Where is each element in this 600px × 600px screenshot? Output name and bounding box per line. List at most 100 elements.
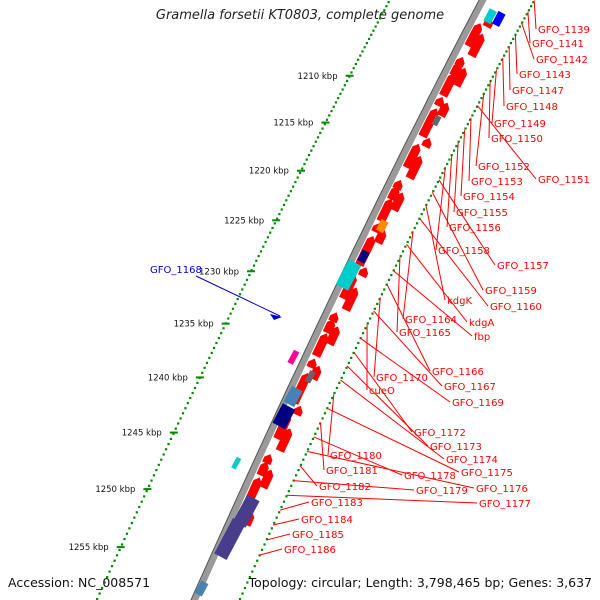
leader-line — [393, 270, 473, 337]
scale-tick — [471, 114, 474, 117]
cds-arrow — [421, 137, 432, 149]
cds-arrow — [452, 67, 468, 88]
scale-tick — [401, 250, 405, 253]
scale-tick — [179, 417, 182, 420]
scale-tick — [365, 42, 368, 45]
gene-label: kdgA — [469, 318, 494, 329]
gene-label: GFO_1147 — [512, 86, 564, 97]
cds-arrow — [262, 454, 273, 466]
gene-label: GFO_1143 — [519, 70, 571, 81]
scale-label: 1250 kbp — [95, 485, 135, 495]
gene-label: GFO_1184 — [301, 515, 353, 526]
cds-arrow — [373, 229, 387, 245]
scale-tick — [174, 427, 177, 430]
cds-arrow — [275, 428, 293, 453]
gene-label: GFO_1172 — [414, 428, 466, 439]
scale-tick — [236, 297, 239, 301]
scale-tick — [273, 222, 276, 225]
scale-tick — [340, 376, 343, 379]
leader-line — [460, 129, 466, 197]
scale-tick — [177, 422, 180, 425]
scale-tick — [289, 190, 292, 193]
scale-tick — [436, 180, 440, 184]
scale-tick — [446, 162, 449, 166]
leader-line — [419, 217, 489, 307]
scale-tick — [475, 105, 479, 108]
scale-tick — [316, 136, 320, 139]
scale-tick — [369, 317, 372, 320]
scale-tick — [186, 402, 189, 405]
scale-tick — [525, 13, 528, 16]
scale-tick — [383, 288, 386, 291]
scale-tick — [341, 88, 344, 91]
scale-tick — [521, 21, 524, 24]
scale-tick — [468, 118, 472, 121]
scale-tick — [201, 371, 204, 374]
scale-tick — [387, 278, 391, 281]
scale-tick — [147, 484, 151, 487]
gene-label: GFO_1151 — [538, 175, 590, 186]
scale-tick — [404, 245, 407, 248]
gene-label: GFO_1182 — [319, 482, 371, 493]
scale-tick — [354, 62, 357, 66]
scale-tick — [464, 127, 467, 130]
scale-tick — [328, 114, 331, 117]
scale-tick — [262, 245, 265, 248]
feature-block — [231, 456, 242, 470]
scale-tick — [256, 559, 259, 562]
scale-tick — [427, 199, 430, 202]
gene-label: GFO_1173 — [430, 442, 482, 453]
scale-tick — [478, 101, 481, 104]
scale-tick — [527, 9, 531, 12]
feature-block — [483, 8, 497, 25]
scale-tick — [367, 37, 371, 41]
feature-block — [491, 10, 506, 27]
gene-label: GFO_1167 — [444, 382, 496, 393]
scale-tick — [246, 581, 249, 584]
scale-tick — [378, 297, 381, 301]
scale-tick — [352, 67, 355, 70]
gene-label: GFO_1152 — [478, 162, 530, 173]
scale-tick — [150, 479, 153, 482]
scale-tick — [282, 203, 286, 206]
leader-arrowhead — [270, 314, 282, 320]
scale-tick — [105, 575, 109, 579]
scale-tick — [98, 592, 101, 595]
gene-label: GFO_1183 — [311, 498, 363, 509]
scale-tick — [167, 442, 170, 446]
leader-line — [273, 518, 300, 526]
gene-label: GFO_1179 — [416, 486, 468, 497]
scale-tick — [325, 118, 329, 121]
scale-tick — [285, 495, 288, 498]
scale-tick — [422, 208, 426, 211]
cds-arrow — [454, 56, 465, 68]
scale-tick — [323, 412, 327, 415]
leader-line — [514, 34, 518, 75]
gene-label-left: GFO_1168 — [150, 265, 202, 276]
scale-tick — [487, 84, 490, 87]
scale-tick — [265, 538, 269, 541]
scale-tick — [212, 346, 216, 350]
gene-label: cueO — [369, 386, 395, 397]
scale-tick — [323, 123, 326, 126]
feature-block — [304, 370, 316, 384]
scale-tick — [385, 5, 388, 8]
gene-label: GFO_1157 — [497, 261, 549, 272]
scale-tick — [328, 402, 331, 405]
gene-label: GFO_1139 — [538, 25, 590, 36]
scale-tick — [503, 54, 506, 57]
scale-tick — [101, 586, 104, 590]
cds-arrow — [311, 333, 329, 358]
scale-tick — [118, 548, 121, 551]
scale-tick — [352, 351, 355, 355]
leader-line — [446, 154, 453, 228]
scale-tick — [103, 581, 106, 584]
scale-tick — [264, 240, 267, 244]
scale-tick — [96, 597, 99, 600]
leader-line — [346, 365, 429, 447]
leader-line — [527, 11, 531, 44]
scale-tick — [297, 469, 300, 472]
gene-label: GFO_1159 — [485, 286, 537, 297]
scale-label: 1230 kbp — [199, 267, 239, 277]
